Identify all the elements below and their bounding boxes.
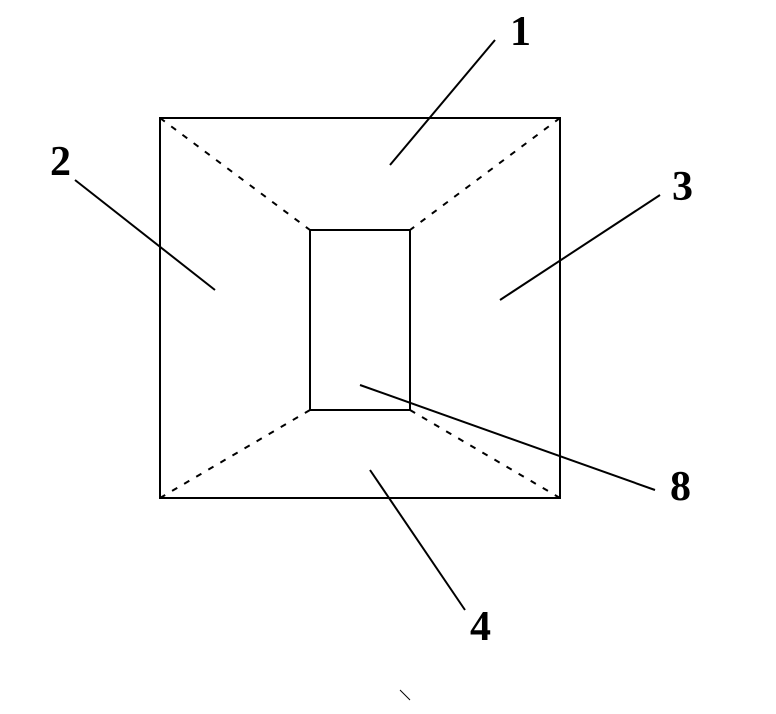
leader-line-2 — [75, 180, 215, 290]
fold-line-4 — [410, 410, 560, 498]
leader-line-1 — [390, 40, 495, 165]
leader-line-5 — [370, 470, 465, 610]
label-1: 1 — [510, 9, 531, 55]
fold-line-2 — [410, 118, 560, 230]
fold-line-1 — [160, 118, 310, 230]
label-3: 3 — [672, 164, 693, 210]
diagonal-fold-lines — [160, 118, 560, 498]
label-8: 8 — [670, 464, 691, 510]
fold-line-3 — [160, 410, 310, 498]
leader-line-3 — [500, 195, 660, 300]
label-4: 4 — [470, 604, 491, 650]
outer-box — [160, 118, 560, 498]
label-2: 2 — [50, 139, 71, 185]
labels-group: 1 2 3 4 8 — [50, 9, 693, 650]
leader-lines — [75, 40, 660, 610]
leader-line-4 — [360, 385, 655, 490]
bottom-tick — [400, 690, 410, 700]
inner-box — [310, 230, 410, 410]
